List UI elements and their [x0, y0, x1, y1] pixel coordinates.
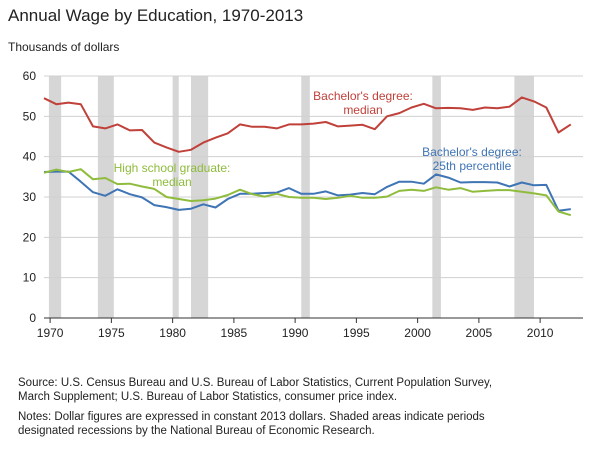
chart-notes: Source: U.S. Census Bureau and U.S. Bure…	[18, 376, 578, 444]
series-label-2-line-0: High school graduate:	[114, 161, 231, 175]
x-tick-label-1990: 1990	[282, 326, 309, 340]
grid-lines	[44, 75, 583, 279]
x-tick-label-1980: 1980	[159, 326, 186, 340]
x-tick-label-1970: 1970	[37, 326, 64, 340]
series-label-0-line-0: Bachelor's degree:	[313, 89, 413, 103]
y-tick-label-60: 60	[23, 69, 37, 83]
x-tick-label-1985: 1985	[221, 326, 248, 340]
series-label-1-line-0: Bachelor's degree:	[422, 145, 522, 159]
series-label-1: Bachelor's degree: 25th percentile	[422, 145, 522, 173]
series-label-2: High school graduate: median	[114, 161, 231, 189]
notes-line-2: designated recessions by the National Bu…	[18, 425, 375, 437]
source-note: Source: U.S. Census Bureau and U.S. Bure…	[18, 376, 578, 404]
y-tick-label-20: 20	[23, 230, 37, 244]
series-line-1	[43, 170, 571, 212]
x-tick-label-1975: 1975	[98, 326, 125, 340]
series-label-0-line-1: median	[343, 103, 382, 117]
source-line-2: March Supplement; U.S. Bureau of Labor S…	[18, 391, 398, 403]
y-tick-label-40: 40	[23, 150, 37, 164]
y-tick-label-10: 10	[23, 271, 37, 285]
series-line-2	[43, 168, 572, 217]
series-line-0	[43, 96, 572, 153]
x-tick-label-1995: 1995	[343, 326, 370, 340]
x-tick-label-2010: 2010	[527, 326, 554, 340]
x-tick-label-2000: 2000	[404, 326, 431, 340]
notes-note: Notes: Dollar figures are expressed in c…	[18, 410, 578, 438]
series-label-1-line-1: 25th percentile	[433, 159, 512, 173]
chart-title: Annual Wage by Education, 1970-2013	[8, 6, 304, 25]
source-line-1: Source: U.S. Census Bureau and U.S. Bure…	[18, 377, 493, 389]
y-tick-label-50: 50	[23, 109, 37, 123]
y-tick-label-30: 30	[23, 190, 37, 204]
series-lines	[43, 96, 572, 217]
x-axis: 1970 1975 1980 1985 1990 1995 2000 2005 2010	[37, 317, 583, 340]
y-tick-label-0: 0	[29, 311, 36, 325]
y-axis: 0 10 20 30 40 50 60	[23, 69, 37, 325]
x-tick-label-2005: 2005	[466, 326, 493, 340]
series-label-2-line-1: median	[152, 175, 191, 189]
notes-line-1: Notes: Dollar figures are expressed in c…	[18, 411, 485, 423]
y-axis-label: Thousands of dollars	[8, 40, 120, 54]
series-label-0: Bachelor's degree: median	[313, 89, 413, 117]
line-chart: 0 10 20 30 40 50 60 1970 1975 1980 1985 1990 1995 20…	[23, 69, 583, 340]
